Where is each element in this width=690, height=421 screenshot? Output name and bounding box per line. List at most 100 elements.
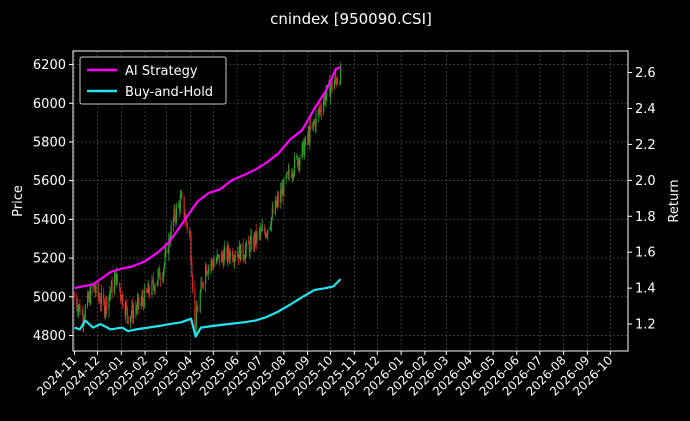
candle-body	[306, 137, 309, 139]
candle-body	[335, 76, 337, 80]
candle-body	[231, 251, 234, 260]
candle-body	[304, 137, 306, 145]
candle-body	[195, 322, 197, 328]
y-tick-label-right: 2.6	[635, 66, 656, 81]
candle-body	[174, 209, 176, 219]
y-tick-label-right: 1.6	[635, 246, 656, 261]
candle-body	[313, 121, 316, 124]
candle-body	[283, 178, 285, 197]
candle-body	[258, 231, 260, 233]
candle-body	[111, 282, 113, 294]
candle-body	[264, 231, 267, 237]
y-axis-left: 4800 5000 5200 5400 5600 5800 6000 6200	[33, 58, 73, 344]
candle-body	[320, 107, 322, 111]
candle-body	[227, 247, 229, 260]
candle-body	[178, 203, 181, 211]
candle-body	[188, 229, 191, 235]
candle-body	[325, 94, 327, 102]
candle-body	[207, 272, 209, 274]
candle-body	[181, 193, 183, 197]
candle-body	[238, 245, 240, 259]
candle-body	[208, 266, 210, 273]
candle-body	[261, 227, 263, 231]
candle-body	[86, 294, 89, 307]
candle-body	[292, 174, 294, 176]
candle-body	[113, 278, 115, 294]
candle-body	[153, 285, 155, 291]
candle-body	[331, 81, 333, 90]
series-lines	[74, 66, 342, 338]
grid	[73, 51, 628, 351]
candle-body	[260, 229, 263, 231]
candle-body	[88, 293, 90, 300]
candle-body	[206, 272, 208, 274]
candle-body	[175, 207, 178, 221]
candle-body	[199, 292, 201, 312]
candle-body	[290, 175, 293, 177]
y-tick-label-left: 5200	[33, 252, 66, 267]
candle-body	[77, 307, 79, 312]
candle-body	[280, 190, 283, 195]
candle-body	[81, 313, 83, 315]
candle-body	[210, 264, 212, 267]
series-line-ai-strategy	[74, 66, 341, 290]
candle-body	[89, 293, 91, 304]
candle-body	[270, 217, 273, 227]
candle-body	[275, 200, 277, 207]
candle-body	[211, 260, 214, 264]
series-line-buy-and-hold	[74, 278, 342, 338]
candle-body	[116, 274, 118, 285]
candle-body	[127, 316, 129, 324]
candle-body	[303, 141, 305, 156]
candle-body	[162, 270, 165, 278]
candle-body	[303, 144, 306, 156]
candle-body	[222, 256, 224, 265]
candle-body	[205, 266, 207, 274]
candle-body	[234, 256, 237, 258]
candle-body	[336, 82, 339, 84]
candle-body	[84, 306, 86, 318]
candle-body	[93, 285, 96, 291]
y-tick-label-left: 6000	[33, 97, 66, 112]
y-tick-label-right: 2.2	[635, 138, 656, 153]
candle-body	[213, 262, 215, 267]
candle-body	[254, 230, 257, 245]
candle-body	[98, 296, 100, 299]
candle-body	[277, 196, 279, 202]
candle-body	[99, 298, 101, 304]
candle-body	[76, 306, 79, 312]
candle-body	[317, 109, 319, 116]
candle-body	[194, 289, 196, 323]
y-tick-label-right: 1.4	[635, 282, 656, 297]
candle-body	[126, 307, 129, 317]
candle-body	[315, 115, 317, 127]
candle-body	[126, 304, 128, 308]
candle-body	[119, 282, 121, 290]
candle-body	[93, 285, 95, 287]
candle-body	[242, 243, 244, 258]
candle-body	[251, 236, 253, 249]
candle-body	[339, 82, 341, 84]
candle-body	[109, 293, 111, 296]
candle-body	[92, 285, 94, 288]
candle-body	[330, 81, 332, 88]
candle-body	[253, 235, 255, 249]
y-axis-right: 1.2 1.4 1.6 1.8 2.0 2.2 2.4 2.6	[628, 66, 656, 333]
candle-body	[109, 291, 112, 294]
candle-body	[297, 156, 299, 166]
plot-frame	[72, 50, 629, 352]
candle-body	[73, 296, 76, 298]
candle-body	[175, 218, 177, 221]
candle-body	[201, 282, 204, 286]
candle-body	[154, 286, 156, 291]
candle-body	[323, 95, 326, 102]
candle-body	[82, 313, 84, 324]
candle-body	[248, 243, 250, 253]
candle-body	[164, 253, 166, 265]
candle-body	[205, 266, 207, 285]
candle-body	[162, 277, 164, 280]
candle-body	[247, 241, 250, 244]
candle-body	[158, 268, 160, 273]
candle-body	[125, 304, 127, 316]
